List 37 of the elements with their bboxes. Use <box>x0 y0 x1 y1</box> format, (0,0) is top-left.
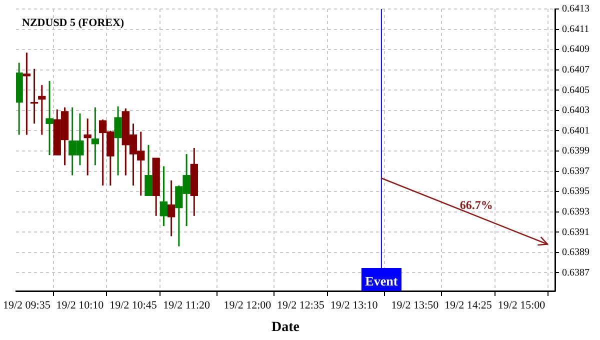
candlestick <box>84 118 92 176</box>
y-tick-label: 0.6411 <box>562 24 590 35</box>
x-tick-label: 19/2 13:50 <box>391 299 440 312</box>
x-tick-label: 19/2 12:00 <box>224 299 272 312</box>
candlestick <box>91 106 100 166</box>
y-tick-label: 0.6403 <box>562 105 590 116</box>
x-tick-label: 19/2 11:20 <box>163 299 211 312</box>
candlestick <box>160 165 168 227</box>
candlestick <box>38 84 46 136</box>
y-tick-label: 0.6387 <box>562 267 590 278</box>
x-tick-label: 19/2 09:35 <box>2 299 51 312</box>
x-tick-label: 19/2 13:10 <box>330 299 378 312</box>
y-tick-label: 0.6391 <box>562 226 590 238</box>
x-axis-title: Date <box>272 320 300 336</box>
y-tick-label: 0.6401 <box>562 125 590 136</box>
y-tick-label: 0.6397 <box>562 166 590 177</box>
y-tick-label: 0.6389 <box>562 247 590 258</box>
y-tick-label: 0.6393 <box>562 206 590 218</box>
candlestick <box>167 180 176 237</box>
y-tick-label: 0.6407 <box>562 64 590 76</box>
candlestick <box>144 144 152 196</box>
x-tick-label: 19/2 15:00 <box>498 299 546 312</box>
y-tick-label: 0.6413 <box>562 4 590 15</box>
x-tick-label: 19/2 12:35 <box>277 299 325 312</box>
x-tick-label: 19/2 10:45 <box>110 299 158 312</box>
annotation: 66.7% <box>460 198 493 212</box>
ref-line-label: Event <box>365 273 398 288</box>
y-tick-label: 0.6405 <box>562 84 590 96</box>
y-tick-label: 0.6395 <box>562 186 590 198</box>
candlestick <box>22 52 31 136</box>
x-tick-label: 19/2 14:25 <box>444 299 492 312</box>
candlestick <box>114 106 122 176</box>
y-tick-label: 0.6399 <box>562 146 590 157</box>
y-tick-label: 0.6409 <box>562 44 590 56</box>
text: NZDUSD 5 (FOREX) <box>22 16 124 29</box>
candlestick <box>46 80 54 156</box>
x-tick-label: 19/2 10:10 <box>56 299 104 312</box>
